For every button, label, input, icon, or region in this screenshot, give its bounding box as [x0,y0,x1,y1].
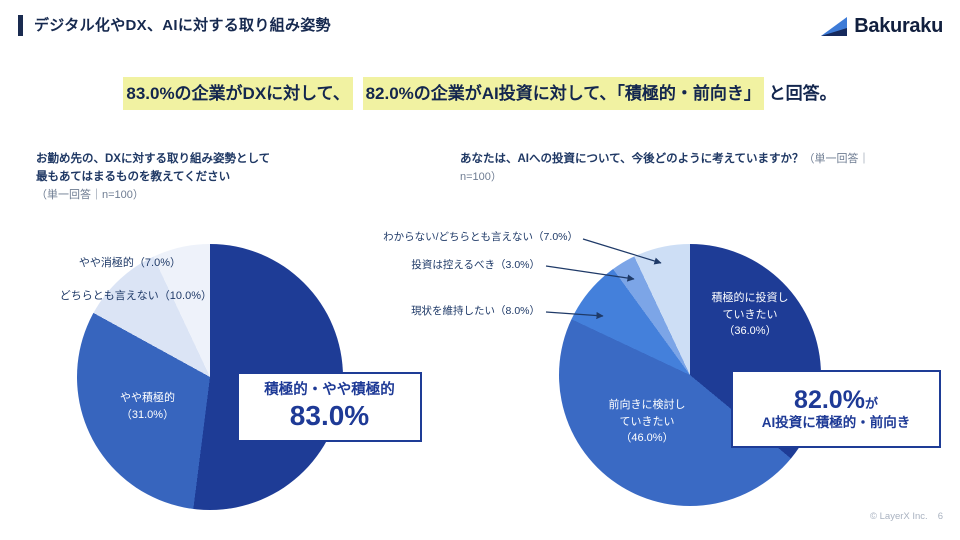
ai-label-invest-actively: 積極的に投資し ていきたい （36.0%） [711,292,789,337]
headline-tail: と回答。 [768,84,837,103]
bakuraku-logo: Bakuraku [820,15,943,38]
ai-question-note: （単一回答｜n=100） [460,153,870,183]
ai-callout-value-row: 82.0%が [794,386,878,415]
dx-callout-box: 積極的・やや積極的 83.0% [237,372,422,442]
ai-callout-subtitle: AI投資に積極的・前向き [761,414,911,430]
ai-callout-suffix: が [864,396,878,412]
ai-callout-value: 82.0% [794,386,865,415]
footer: © LayerX Inc. 6 [870,511,943,522]
ai-label-refrain: 投資は控えるべき（3.0%） [411,259,540,271]
ai-label-consider-positively: 前向きに検討し ていきたい （46.0%） [608,399,686,444]
ai-question: あなたは、AIへの投資について、今後どのように考えていますか？（単一回答｜n=1… [460,151,892,187]
title-accent-bar [18,15,23,36]
ai-label-maintain: 現状を維持したい（8.0%） [411,305,540,317]
bakuraku-logo-text: Bakuraku [854,15,943,37]
dx-callout-title: 積極的・やや積極的 [264,382,395,399]
footer-copyright: © LayerX Inc. [870,511,928,522]
bakuraku-logo-icon [821,16,848,36]
page-title: デジタル化やDX、AIに対する取り組み姿勢 [34,17,331,34]
dx-label-neutral: どちらとも言えない（10.0%） [59,290,212,302]
dx-question-line2: 最もあてはまるものを教えてください [36,170,231,183]
ai-callout-box: 82.0%が AI投資に積極的・前向き [731,370,941,448]
dx-question-note: （単一回答｜n=100） [36,188,144,201]
headline-highlight-1: 83.0%の企業がDXに対して、 [123,77,353,111]
dx-label-slightly-negative: やや消極的（7.0%） [78,257,181,269]
dx-question: お勤め先の、DXに対する取り組み姿勢として 最もあてはまるものを教えてください … [36,151,366,204]
headline-highlight-2: 82.0%の企業がAI投資に対して、「積極的・前向き」 [362,77,764,111]
dx-callout-value: 83.0% [289,399,370,431]
ai-label-unknown: わからない/どちらとも言えない（7.0%） [383,231,578,243]
ai-question-text: あなたは、AIへの投資について、今後どのように考えていますか？ [460,153,804,165]
footer-page-number: 6 [937,511,943,522]
dx-question-line1: お勤め先の、DXに対する取り組み姿勢として [36,153,271,165]
dx-label-somewhat-positive: やや積極的 （31.0%） [120,392,175,421]
headline: 83.0%の企業がDXに対して、 82.0%の企業がAI投資に対して、「積極的・… [0,77,960,111]
